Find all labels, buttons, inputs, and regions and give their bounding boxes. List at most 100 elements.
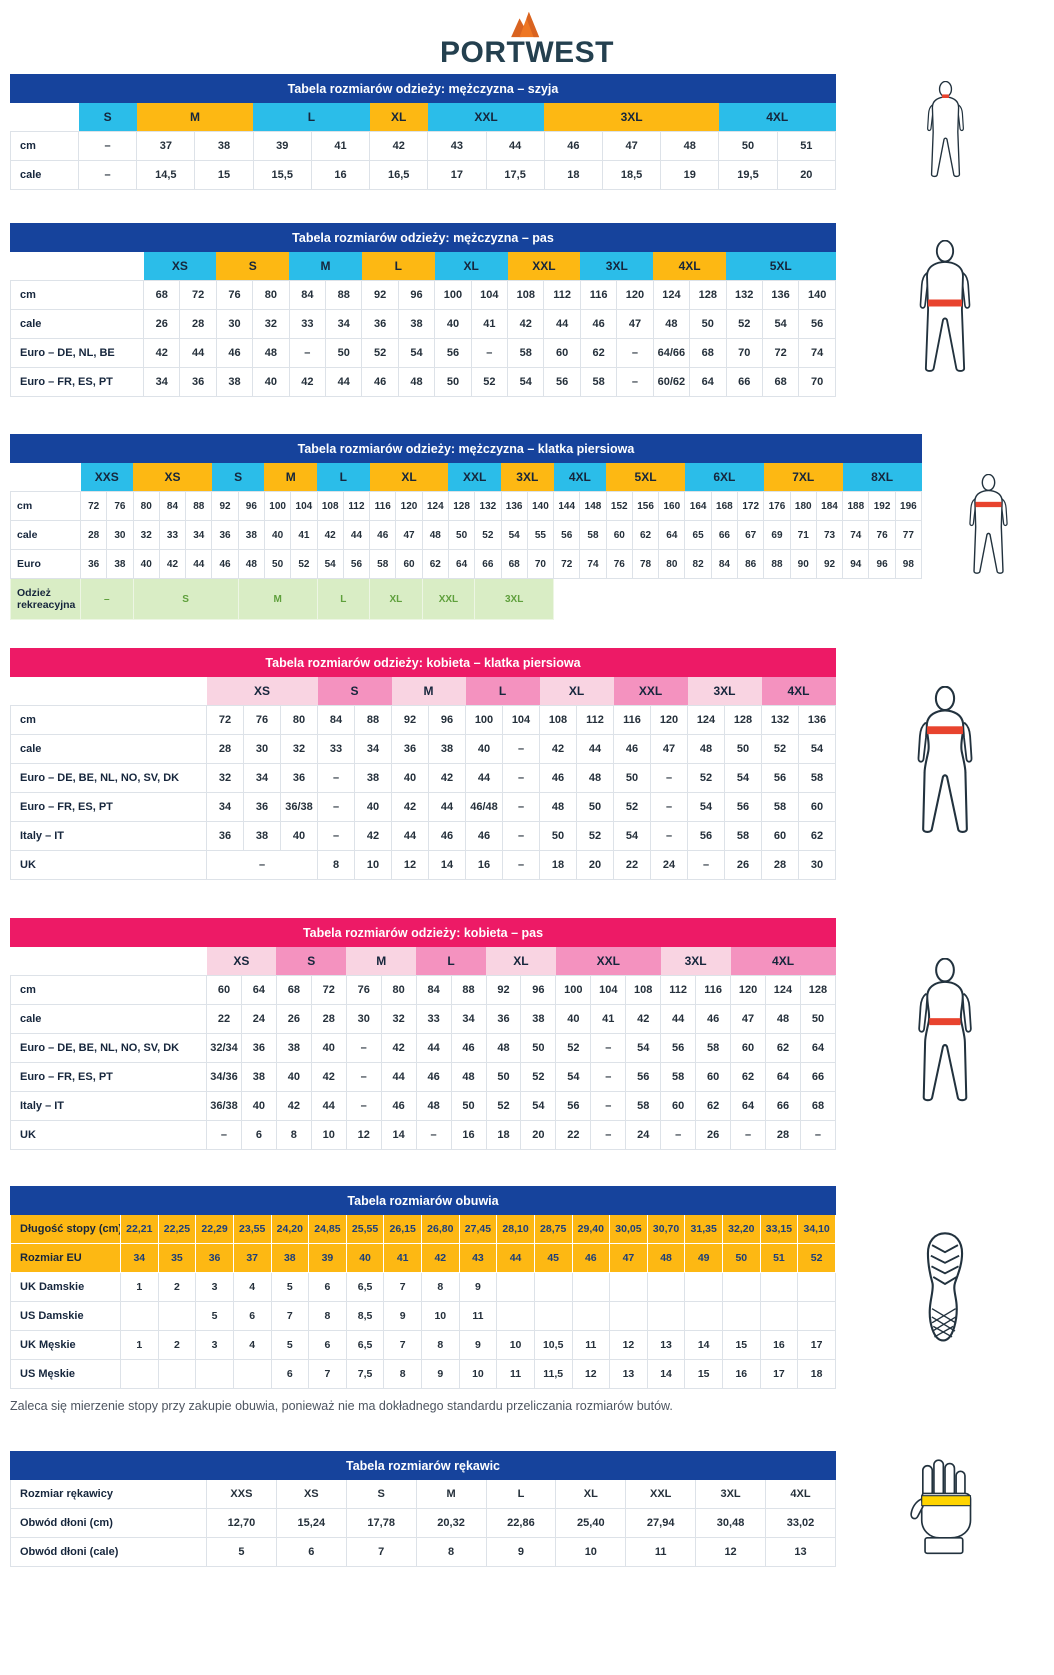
data-cell: 50 xyxy=(539,821,577,851)
data-cell: – xyxy=(345,1062,382,1092)
footwear-footnote: Zaleca się mierzenie stopy przy zakupie … xyxy=(10,1399,673,1413)
data-cell: 172 xyxy=(737,491,765,521)
data-cell: 40 xyxy=(354,792,392,822)
data-cell: 54 xyxy=(724,763,762,793)
data-cell: – xyxy=(77,131,138,161)
data-cell: 42 xyxy=(380,1033,417,1063)
data-cell: 40 xyxy=(391,763,429,793)
row-label: UK Damskie xyxy=(10,1272,121,1302)
data-cell: 56 xyxy=(555,1091,592,1121)
data-cell: 6 xyxy=(275,1537,347,1567)
size-header-s: S xyxy=(317,676,392,706)
data-cell: 4XL xyxy=(765,1479,836,1509)
size-header-xs: XS xyxy=(206,946,277,976)
table-men-neck: Tabela rozmiarów odzieży: mężczyzna – sz… xyxy=(10,74,837,190)
data-cell: 6,5 xyxy=(345,1330,385,1360)
data-cell: 38 xyxy=(243,821,281,851)
data-cell: 152 xyxy=(605,491,633,521)
data-cell xyxy=(120,1359,159,1389)
data-cell: 42 xyxy=(625,1004,662,1034)
data-cell: 42 xyxy=(354,821,392,851)
data-cell: 30,70 xyxy=(646,1214,686,1244)
data-cell: 46 xyxy=(211,549,239,579)
data-cell: 40 xyxy=(310,1033,347,1063)
data-cell: – xyxy=(590,1033,627,1063)
data-cell: 60/62 xyxy=(652,367,691,397)
data-cell: 18 xyxy=(485,1120,522,1150)
data-cell: 6 xyxy=(232,1301,272,1331)
data-cell: 80 xyxy=(658,549,686,579)
data-cell: 48 xyxy=(539,792,577,822)
size-header-3xl: 3XL xyxy=(687,676,762,706)
data-cell: 15 xyxy=(722,1330,761,1360)
data-cell: 38 xyxy=(106,549,134,579)
data-cell: 24 xyxy=(650,850,688,880)
data-cell: – xyxy=(650,792,688,822)
data-cell: 12 xyxy=(571,1359,611,1389)
data-cell: 18,5 xyxy=(601,160,662,190)
data-cell: 96 xyxy=(237,491,265,521)
size-header-s: S xyxy=(211,462,265,492)
size-header-xxl: XXL xyxy=(448,462,501,492)
data-cell: 16 xyxy=(450,1120,487,1150)
data-cell: 38 xyxy=(354,763,392,793)
data-cell: 56 xyxy=(342,549,371,579)
row-label: Rozmiar EU xyxy=(10,1243,121,1273)
figure-gloves xyxy=(836,1458,1054,1560)
data-cell: 42 xyxy=(316,520,344,550)
data-cell: 50 xyxy=(576,792,614,822)
data-cell: 16 xyxy=(310,160,371,190)
size-header-xs: XS xyxy=(206,676,318,706)
data-cell: 38 xyxy=(237,520,265,550)
data-cell: 84 xyxy=(415,975,452,1005)
data-cell: 88 xyxy=(185,491,213,521)
data-cell: 96 xyxy=(868,549,896,579)
data-cell: 188 xyxy=(842,491,870,521)
data-cell: 9 xyxy=(458,1330,498,1360)
data-cell: 84 xyxy=(158,491,187,521)
data-cell: L xyxy=(316,578,371,620)
data-cell: 38 xyxy=(397,309,436,339)
row-label: Italy – IT xyxy=(10,821,207,851)
data-cell: 28 xyxy=(79,520,108,550)
data-cell: 13 xyxy=(765,1537,836,1567)
data-cell: 44 xyxy=(465,763,503,793)
data-cell: 34,10 xyxy=(797,1214,836,1244)
data-cell: 32 xyxy=(280,734,318,764)
data-cell: 8 xyxy=(275,1120,312,1150)
row-label: UK xyxy=(10,850,207,880)
data-cell: 60 xyxy=(206,975,242,1005)
size-header-4xl: 4XL xyxy=(761,676,836,706)
data-cell: 36 xyxy=(243,792,281,822)
row-label: US Damskie xyxy=(10,1301,121,1331)
data-cell: 51 xyxy=(759,1243,799,1273)
data-cell: 82 xyxy=(684,549,712,579)
data-cell: 29,40 xyxy=(571,1214,611,1244)
data-cell: 48 xyxy=(652,309,691,339)
figure-men-chest xyxy=(922,474,1054,580)
data-cell: 56 xyxy=(553,520,581,550)
row-label: Euro – DE, BE, NL, NO, SV, DK xyxy=(10,763,207,793)
data-cell: 48 xyxy=(397,367,436,397)
size-table-men-waist: Tabela rozmiarów odzieży: mężczyzna – pa… xyxy=(10,223,836,397)
data-cell: – xyxy=(206,850,318,880)
data-cell: 41 xyxy=(590,1004,627,1034)
size-header-3xl: 3XL xyxy=(501,462,554,492)
size-header-l: L xyxy=(317,462,370,492)
data-cell: – xyxy=(415,1120,452,1150)
size-header-m: M xyxy=(391,676,466,706)
data-cell: 52 xyxy=(725,309,763,339)
size-header-xxl: XXL xyxy=(507,251,581,281)
data-cell: 5 xyxy=(206,1537,277,1567)
data-cell: 136 xyxy=(500,491,528,521)
size-header-s: S xyxy=(276,946,347,976)
size-header-s: S xyxy=(216,251,290,281)
data-cell: 10 xyxy=(421,1301,460,1331)
row-label: Euro – FR, ES, PT xyxy=(10,367,144,397)
data-cell: 12 xyxy=(345,1120,382,1150)
data-cell: 50 xyxy=(447,520,476,550)
data-cell: 176 xyxy=(763,491,791,521)
data-cell: 36/38 xyxy=(280,792,318,822)
size-header-4xl: 4XL xyxy=(730,946,836,976)
data-cell: 88 xyxy=(763,549,791,579)
